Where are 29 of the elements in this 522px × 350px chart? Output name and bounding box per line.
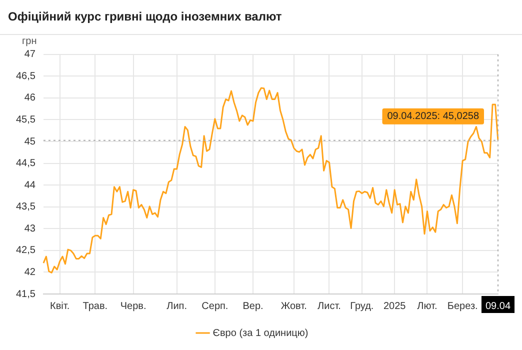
legend-label: Євро (за 1 одиницю) xyxy=(212,328,308,339)
x-tick-label: 09.04 xyxy=(485,300,511,312)
y-tick-label: 43 xyxy=(24,223,36,234)
x-tick-label: Серп. xyxy=(202,300,228,312)
y-tick-label: 43,5 xyxy=(16,202,36,213)
chart-title: Офіційний курс гривні щодо іноземних валют xyxy=(8,10,282,24)
x-tick-label: Вер. xyxy=(242,300,264,312)
x-tick-label: Груд. xyxy=(350,300,374,312)
x-tick-label: Жовт. xyxy=(280,300,307,312)
y-tick-label: 44 xyxy=(24,180,36,191)
x-tick-label: Квіт. xyxy=(50,300,70,312)
y-tick-label: 42 xyxy=(24,266,36,278)
x-tick-label: Берез. xyxy=(447,300,478,312)
x-tick-label: 2025 xyxy=(383,300,406,312)
x-tick-label: Трав. xyxy=(82,300,108,312)
x-tick-label: Лип. xyxy=(166,300,187,312)
y-axis-title: грн xyxy=(22,36,37,48)
y-tick-label: 41,5 xyxy=(16,288,36,300)
y-tick-label: 46,5 xyxy=(16,70,36,82)
y-tick-label: 44,5 xyxy=(16,158,36,170)
x-tick-label: Черв. xyxy=(120,300,146,312)
x-tick-label: Лист. xyxy=(318,300,341,312)
y-tick-label: 42,5 xyxy=(16,245,36,256)
y-tick-label: 46 xyxy=(24,92,36,104)
x-tick-label: Лют. xyxy=(417,300,438,312)
annotation: 09.04.2025: 45,0258 xyxy=(387,111,480,122)
y-tick-label: 45,5 xyxy=(16,114,36,126)
y-tick-label: 45 xyxy=(24,136,36,148)
y-tick-label: 47 xyxy=(24,49,36,60)
